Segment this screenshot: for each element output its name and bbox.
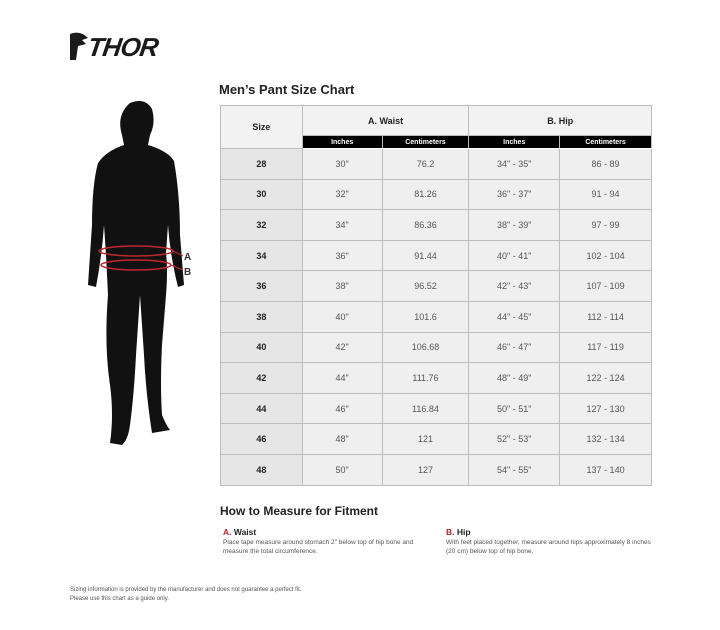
value-cell: 91.44 (381, 239, 470, 272)
table-row: 40 42" 106.68 46" - 47" 117 - 119 (220, 331, 652, 364)
value-cell: 36" - 37" (468, 178, 561, 211)
value-cell: 48" - 49" (468, 362, 561, 394)
value-cell: 107 - 109 (559, 270, 652, 302)
value-cell: 38" (301, 270, 383, 302)
table-row: 38 40" 101.6 44" - 45" 112 - 114 (220, 300, 652, 333)
value-cell: 101.6 (381, 300, 470, 333)
value-cell: 48" (301, 423, 383, 455)
size-cell: 36 (220, 270, 303, 302)
value-cell: 38" - 39" (468, 209, 561, 241)
size-cell: 44 (220, 392, 303, 425)
value-cell: 117 - 119 (559, 331, 652, 364)
page-title: Men’s Pant Size Chart (219, 82, 355, 97)
value-cell: 40" - 41" (468, 239, 561, 272)
value-cell: 34" - 35" (468, 148, 561, 180)
table-row: 32 34" 86.36 38" - 39" 97 - 99 (220, 209, 652, 241)
thor-logo: THOR (68, 30, 172, 64)
value-cell: 76.2 (381, 148, 470, 180)
value-cell: 36" (301, 239, 383, 272)
helmet-icon (70, 32, 88, 60)
value-cell: 50" - 51" (468, 392, 561, 425)
size-cell: 38 (220, 300, 303, 333)
value-cell: 42" (301, 331, 383, 364)
label-a: A (184, 252, 191, 263)
value-cell: 34" (301, 209, 383, 241)
table-row: 42 44" 111.76 48" - 49" 122 - 124 (220, 362, 652, 394)
size-cell: 46 (220, 423, 303, 455)
value-cell: 40" (301, 300, 383, 333)
value-cell: 112 - 114 (559, 300, 652, 333)
hip-instructions: B. Hip With feet placed together, measur… (446, 527, 651, 556)
value-cell: 54" - 55" (468, 453, 561, 486)
value-cell: 127 - 130 (559, 392, 652, 425)
value-cell: 106.68 (381, 331, 470, 364)
value-cell: 50" (301, 453, 383, 486)
disclaimer: Sizing information is provided by the ma… (70, 587, 302, 602)
value-cell: 121 (381, 423, 470, 455)
value-cell: 102 - 104 (559, 239, 652, 272)
measure-title: How to Measure for Fitment (220, 504, 379, 518)
table-row: 30 32" 81.26 36" - 37" 91 - 94 (220, 178, 652, 211)
size-cell: 42 (220, 362, 303, 394)
value-cell: 32" (301, 178, 383, 211)
value-cell: 42" - 43" (468, 270, 561, 302)
size-cell: 30 (220, 178, 303, 211)
value-cell: 97 - 99 (559, 209, 652, 241)
table-row: 48 50" 127 54" - 55" 137 - 140 (220, 453, 652, 486)
size-cell: 28 (220, 148, 303, 180)
value-cell: 30" (301, 148, 383, 180)
waist-header: A. Waist (301, 105, 470, 136)
value-cell: 52" - 53" (468, 423, 561, 455)
value-cell: 81.26 (381, 178, 470, 211)
waist-instructions: A. Waist Place tape measure around stoma… (223, 527, 414, 556)
table-row: 46 48" 121 52" - 53" 132 - 134 (220, 423, 652, 455)
subheader: Inches (468, 135, 561, 149)
value-cell: 116.84 (381, 392, 470, 425)
size-cell: 32 (220, 209, 303, 241)
value-cell: 86.36 (381, 209, 470, 241)
value-cell: 44" - 45" (468, 300, 561, 333)
size-cell: 40 (220, 331, 303, 364)
value-cell: 91 - 94 (559, 178, 652, 211)
value-cell: 132 - 134 (559, 423, 652, 455)
size-header: Size (220, 105, 303, 149)
hip-header: B. Hip (468, 105, 652, 136)
value-cell: 96.52 (381, 270, 470, 302)
subheader: Centimeters (381, 135, 470, 149)
body-silhouette: A B (88, 101, 191, 445)
value-cell: 122 - 124 (559, 362, 652, 394)
value-cell: 111.76 (381, 362, 470, 394)
value-cell: 137 - 140 (559, 453, 652, 486)
table-row: 34 36" 91.44 40" - 41" 102 - 104 (220, 239, 652, 272)
table-row: 44 46" 116.84 50" - 51" 127 - 130 (220, 392, 652, 425)
subheader: Centimeters (559, 135, 652, 149)
table-row: 28 30" 76.2 34" - 35" 86 - 89 (220, 148, 652, 180)
value-cell: 127 (381, 453, 470, 486)
value-cell: 86 - 89 (559, 148, 652, 180)
value-cell: 44" (301, 362, 383, 394)
size-table: Size A. Waist B. Hip Inches Centimeters … (220, 105, 652, 486)
subheader: Inches (301, 135, 383, 149)
value-cell: 46" (301, 392, 383, 425)
table-row: 36 38" 96.52 42" - 43" 107 - 109 (220, 270, 652, 302)
size-cell: 48 (220, 453, 303, 486)
label-b: B (184, 267, 191, 278)
value-cell: 46" - 47" (468, 331, 561, 364)
size-cell: 34 (220, 239, 303, 272)
